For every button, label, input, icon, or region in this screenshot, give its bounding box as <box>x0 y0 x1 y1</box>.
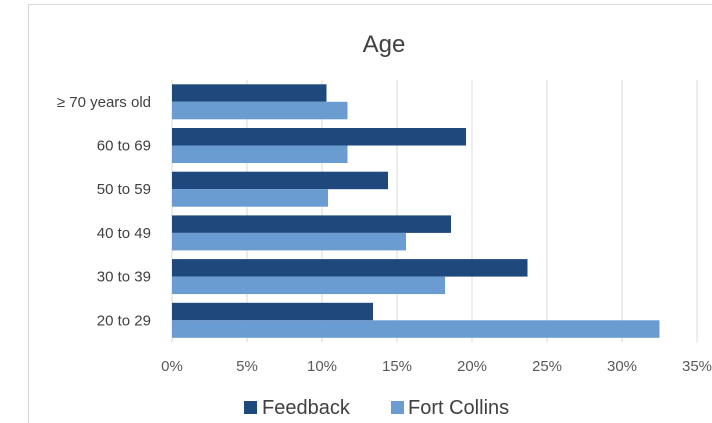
bar-fort-collins <box>172 101 348 120</box>
category-label: ≥ 70 years old <box>57 94 151 111</box>
category-label: 20 to 29 <box>97 312 151 329</box>
bar-fort-collins <box>172 320 660 338</box>
legend: Feedback Fort Collins <box>244 397 509 419</box>
bar-feedback <box>172 259 528 277</box>
bar-feedback <box>172 128 466 146</box>
category-label: 30 to 39 <box>97 269 151 286</box>
x-tick-label: 30% <box>607 358 637 375</box>
category-label: 60 to 69 <box>97 138 151 155</box>
bar-feedback <box>172 84 327 102</box>
chart-title: Age <box>363 31 406 58</box>
bar-fort-collins <box>172 276 445 295</box>
x-tick-label: 5% <box>236 358 258 375</box>
legend-marker-feedback <box>244 401 257 414</box>
bars <box>172 84 660 338</box>
x-axis-ticks: 0% 5% 10% 15% 20% 25% 30% 35% <box>161 358 712 375</box>
x-tick-label: 25% <box>532 358 562 375</box>
category-label: 40 to 49 <box>97 225 151 242</box>
x-tick-label: 35% <box>682 358 712 375</box>
legend-label-feedback: Feedback <box>262 397 351 419</box>
bar-feedback <box>172 215 451 233</box>
x-tick-label: 10% <box>307 358 337 375</box>
category-label: 50 to 59 <box>97 181 151 198</box>
x-tick-label: 0% <box>161 358 183 375</box>
x-tick-label: 15% <box>382 358 412 375</box>
legend-label-fort-collins: Fort Collins <box>408 397 509 419</box>
chart-frame <box>28 4 712 423</box>
bar-feedback <box>172 171 388 190</box>
gridlines <box>171 80 698 343</box>
bar-fort-collins <box>172 189 328 207</box>
bar-fort-collins <box>172 145 348 163</box>
legend-marker-fort-collins <box>391 401 404 414</box>
bar-feedback <box>172 302 373 321</box>
x-tick-label: 20% <box>457 358 487 375</box>
bar-fort-collins <box>172 232 406 251</box>
category-labels: ≥ 70 years old 60 to 69 50 to 59 40 to 49 30… <box>57 94 151 329</box>
